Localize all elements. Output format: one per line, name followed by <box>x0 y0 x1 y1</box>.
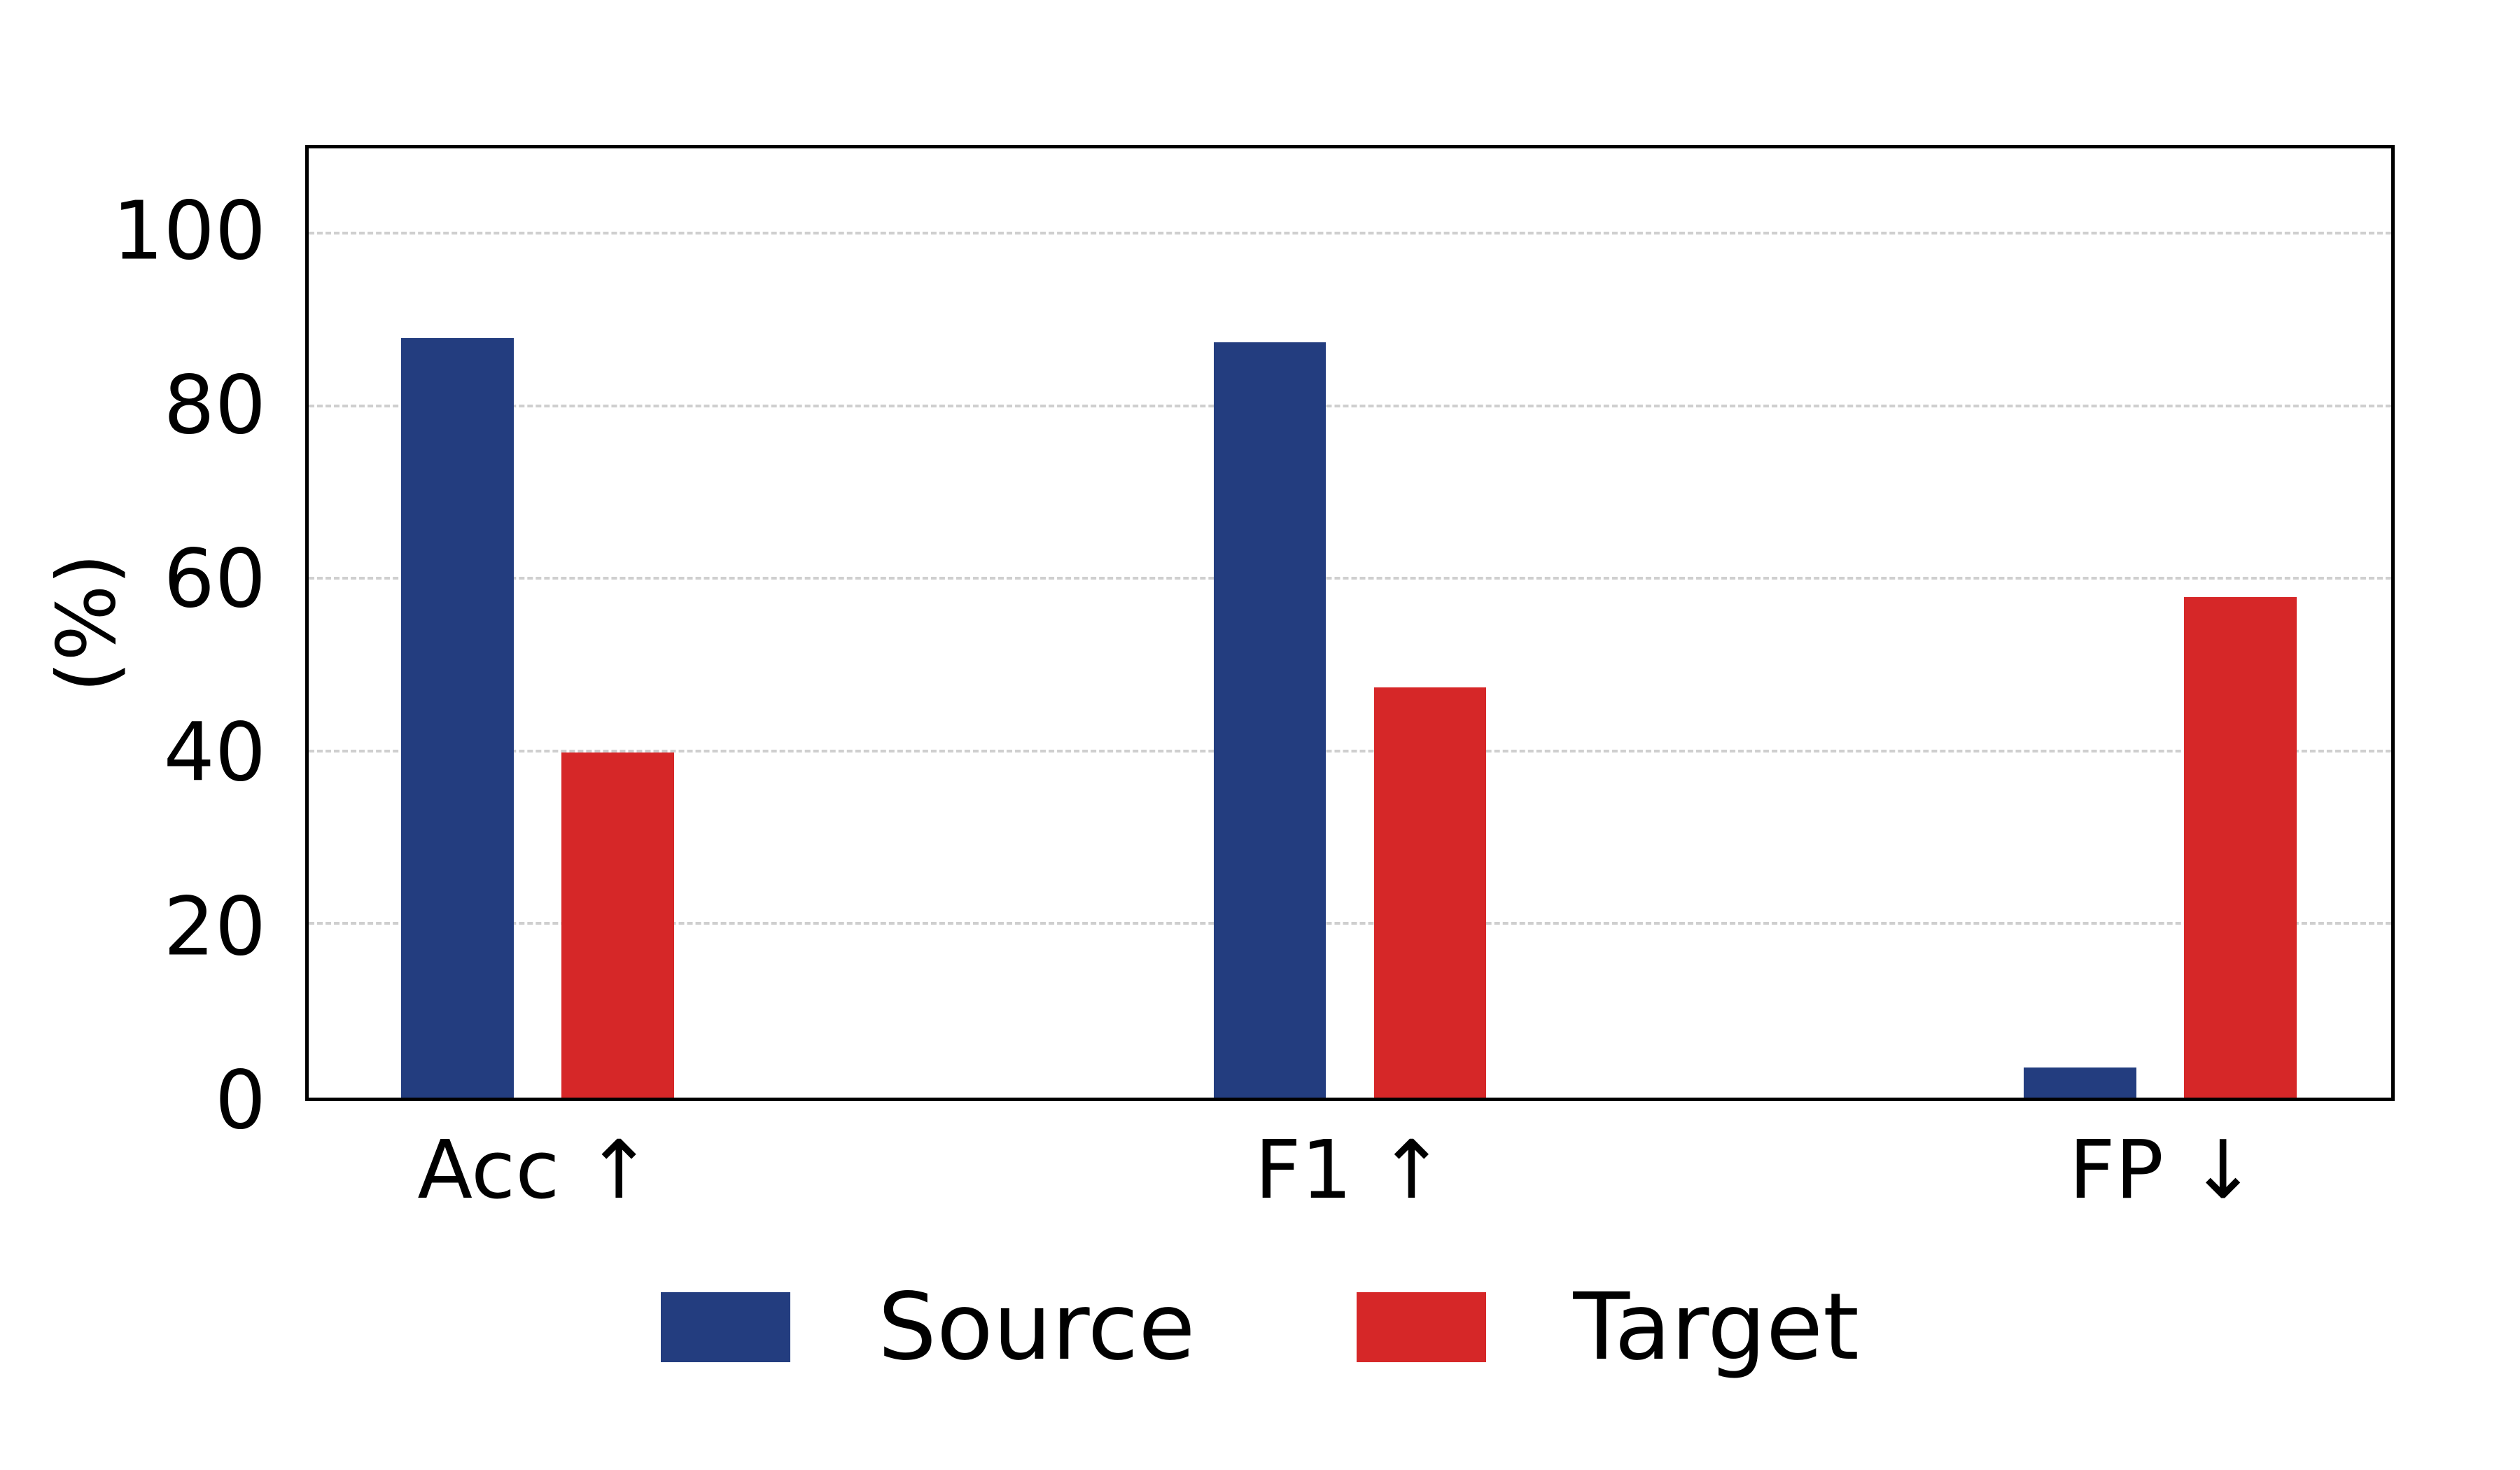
legend-item-source: Source <box>661 1273 1196 1381</box>
bar-source-3 <box>2023 1067 2136 1098</box>
y-tick-label: 60 <box>163 532 266 626</box>
gridline <box>309 232 2391 235</box>
y-tick-label: 20 <box>163 880 266 974</box>
legend-swatch-source <box>661 1292 791 1362</box>
legend: Source Target <box>0 1281 2520 1373</box>
legend-item-target: Target <box>1356 1273 1859 1381</box>
x-tick-label: Acc ↑ <box>417 1124 653 1217</box>
bar-target-2 <box>1373 687 1487 1098</box>
y-axis-ticks: 0 20 40 60 80 100 <box>0 145 287 1141</box>
gridline <box>309 577 2391 580</box>
bar-target-1 <box>561 752 675 1098</box>
y-tick-label: 80 <box>163 358 266 453</box>
gridline <box>309 922 2391 925</box>
gridline <box>309 404 2391 407</box>
bar-source-2 <box>1213 342 1326 1098</box>
y-tick-label: 100 <box>112 184 267 279</box>
y-tick-label: 0 <box>214 1054 266 1148</box>
x-tick-label: FP ↓ <box>2068 1124 2257 1217</box>
y-tick-label: 40 <box>163 706 266 800</box>
x-tick-label: F1 ↑ <box>1254 1124 1446 1217</box>
legend-swatch-target <box>1356 1292 1486 1362</box>
legend-label-target: Target <box>1573 1273 1859 1381</box>
gridline <box>309 749 2391 752</box>
legend-label-source: Source <box>878 1273 1196 1381</box>
x-axis-ticks: Acc ↑ F1 ↑ FP ↓ <box>305 1130 2395 1256</box>
bar-target-3 <box>2183 597 2297 1098</box>
plot-area <box>305 145 2395 1101</box>
bar-source-1 <box>401 338 514 1098</box>
